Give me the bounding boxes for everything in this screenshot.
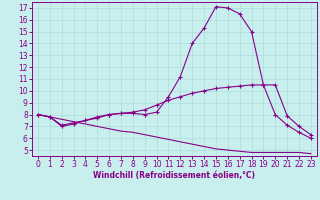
- X-axis label: Windchill (Refroidissement éolien,°C): Windchill (Refroidissement éolien,°C): [93, 171, 255, 180]
